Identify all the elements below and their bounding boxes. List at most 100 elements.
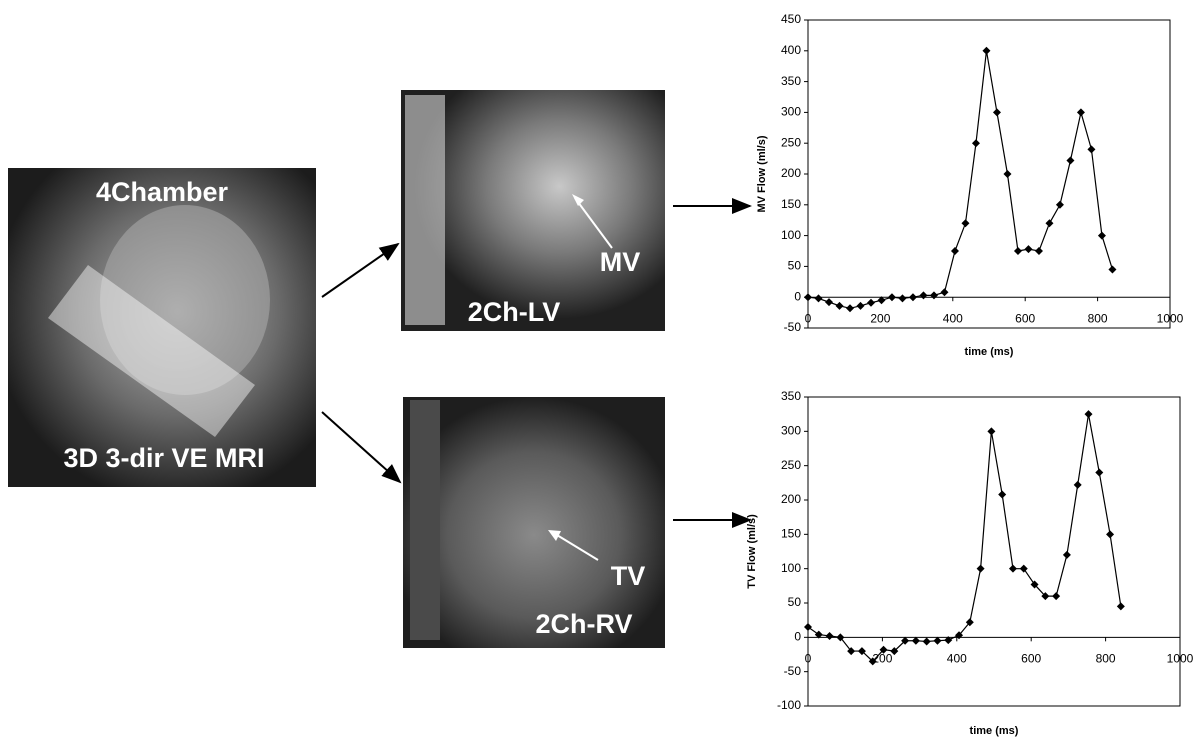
x-axis-label: time (ms) [970,725,1019,737]
data-point [1008,564,1017,573]
y-tick-label: 200 [781,166,801,180]
data-point [1087,145,1096,154]
y-tick-label: 150 [781,197,801,211]
data-point [856,301,865,310]
pointer-label: TV [611,561,646,591]
y-tick-label: 0 [794,630,801,644]
data-point [1106,530,1115,539]
y-tick-label: 250 [781,135,801,149]
data-point [1095,468,1104,477]
data-point [987,427,996,436]
data-point [1076,108,1085,117]
data-point [1045,219,1054,228]
data-point [824,298,833,307]
x-tick-label: 800 [1088,311,1108,325]
data-point [814,294,823,303]
y-tick-label: -100 [777,698,801,712]
image-label: 2Ch-LV [468,297,561,327]
data-point [929,291,938,300]
x-tick-label: 1000 [1167,652,1194,666]
x-tick-label: 600 [1021,652,1041,666]
x-tick-label: 200 [870,311,890,325]
y-tick-label: 350 [781,389,801,403]
data-point [919,291,928,300]
data-point [890,647,899,656]
data-point [836,633,845,642]
data-point [804,623,812,632]
y-tick-label: -50 [784,664,802,678]
four-chamber-image: 4Chamber 3D 3-dir VE MRI [8,168,316,487]
y-axis-label: TV Flow (ml/s) [746,514,758,589]
data-point [908,293,917,302]
x-tick-label: 400 [947,652,967,666]
data-point [804,293,812,302]
data-point [955,631,964,640]
data-point [1052,592,1061,601]
data-point [1066,156,1075,165]
data-point [911,636,920,645]
y-tick-label: 300 [781,105,801,119]
x-tick-label: 1000 [1157,311,1184,325]
y-tick-label: -50 [784,320,802,334]
data-point [1116,602,1125,611]
data-point [1030,580,1039,589]
data-point [1013,247,1022,255]
y-tick-label: 50 [788,259,802,273]
image-label: 2Ch-RV [535,609,632,639]
data-point [879,645,888,654]
data-point [835,301,844,310]
x-tick-label: 600 [1015,311,1035,325]
x-tick-label: 200 [872,652,892,666]
y-tick-label: 400 [781,43,801,57]
data-point [814,630,823,639]
data-point [944,636,953,645]
data-point [1003,170,1012,178]
data-point [1041,592,1050,601]
rv-image: TV 2Ch-RV [403,397,665,648]
data-point [992,108,1001,117]
x-tick-label: 400 [943,311,963,325]
data-point [922,637,931,646]
data-point [965,618,974,627]
y-tick-label: 250 [781,458,801,472]
y-tick-label: 300 [781,424,801,438]
data-point [1108,265,1117,274]
lv-image: MV 2Ch-LV [401,90,665,331]
x-tick-label: 0 [805,311,812,325]
data-point [933,636,942,645]
data-point [1073,480,1082,489]
data-point [887,293,896,302]
y-tick-label: 100 [781,228,801,242]
image-label: 4Chamber [96,177,229,207]
data-point [901,636,910,645]
data-point [845,304,854,313]
y-tick-label: 150 [781,527,801,541]
data-point [866,298,875,307]
y-tick-label: 0 [794,289,801,303]
arrows [321,198,752,528]
y-tick-label: 200 [781,492,801,506]
data-point [982,46,991,55]
data-point [1055,200,1064,209]
series-line [807,50,1114,309]
data-point [847,647,856,656]
data-point [877,296,886,305]
data-point [1062,550,1071,559]
x-axis-label: time (ms) [965,346,1014,358]
data-point [825,631,834,640]
data-point [1034,247,1043,255]
data-point [950,247,959,255]
data-point [898,294,907,303]
y-tick-label: 450 [781,12,801,26]
data-point [976,564,985,573]
y-tick-label: 50 [788,595,802,609]
x-tick-label: 800 [1096,652,1116,666]
data-point [961,219,970,228]
series-line [807,414,1122,663]
data-point [1097,231,1106,240]
plot-frame [807,396,1181,707]
y-tick-label: 350 [781,74,801,88]
data-point [971,139,980,148]
